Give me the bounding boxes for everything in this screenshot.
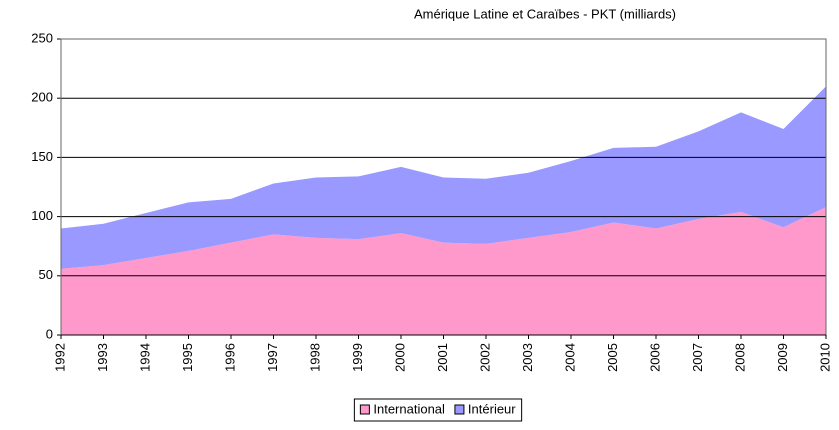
x-tick-label: 1999 [350, 343, 365, 372]
y-tick-label: 250 [31, 30, 53, 45]
x-tick-label: 1994 [137, 343, 152, 372]
x-tick-label: 2003 [520, 343, 535, 372]
x-tick-label: 1996 [222, 343, 237, 372]
y-tick-label: 200 [31, 90, 53, 105]
y-tick-label: 50 [39, 267, 53, 282]
legend-swatch [359, 404, 370, 415]
x-tick-label: 2009 [775, 343, 790, 372]
legend: International Intérieur [353, 398, 523, 422]
x-tick-label: 1992 [52, 343, 67, 372]
x-tick-label: 1998 [307, 343, 322, 372]
legend-box [353, 398, 523, 422]
legend-label: Intérieur [468, 401, 516, 416]
x-tick-label: 1995 [180, 343, 195, 372]
x-tick-label: 2004 [562, 343, 577, 372]
x-tick-label: 2000 [392, 343, 407, 372]
x-tick-label: 2008 [732, 343, 747, 372]
x-tick-label: 2010 [817, 343, 832, 372]
x-tick-label: 2001 [435, 343, 450, 372]
y-tick-label: 0 [46, 326, 53, 341]
legend-swatch [454, 404, 465, 415]
x-tick-label: 2005 [605, 343, 620, 372]
x-tick-label: 2007 [690, 343, 705, 372]
chart-title: Amérique Latine et Caraïbes - PKT (milli… [414, 6, 676, 21]
area [61, 207, 826, 335]
x-tick-label: 2002 [477, 343, 492, 372]
x-tick-label: 1993 [95, 343, 110, 372]
area [61, 86, 826, 269]
x-tick-label: 2006 [647, 343, 662, 372]
legend-label: International [373, 401, 445, 416]
y-tick-label: 100 [31, 208, 53, 223]
y-tick-label: 150 [31, 149, 53, 164]
x-tick-label: 1997 [265, 343, 280, 372]
